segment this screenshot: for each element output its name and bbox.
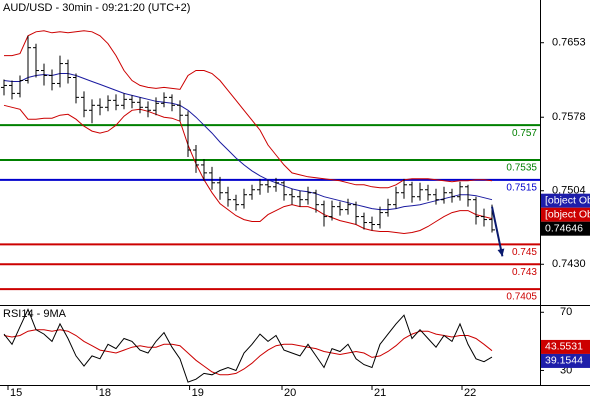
value-tag	[541, 221, 590, 236]
x-tick-label: 18	[99, 387, 111, 399]
level-label: 0.757	[512, 128, 537, 139]
moving-average	[3, 73, 493, 211]
y-tick-label: 0.7504	[552, 185, 586, 197]
value-tag-label: [object Object]	[545, 194, 590, 206]
value-tag	[541, 207, 590, 222]
level-label: 0.7515	[506, 182, 537, 193]
value-tag	[541, 193, 590, 208]
band-upper	[4, 30, 493, 189]
y-tick-label: 0.7578	[552, 111, 586, 123]
indicator-title: RSI14 - 9MA	[3, 308, 67, 320]
level-label: 0.7405	[506, 292, 537, 303]
title-bg	[0, 0, 200, 16]
x-tick-label: 22	[464, 387, 476, 399]
band-lower	[3, 104, 493, 235]
chart-title: AUD/USD - 30min - 09:21:20 (UTC+2)	[3, 2, 190, 14]
value-tag-label: 0.74646	[545, 222, 583, 234]
level-label: 0.743	[512, 267, 537, 278]
x-tick-label: 20	[284, 387, 296, 399]
y-tick-label: 0.7430	[552, 258, 586, 270]
rsi-line	[3, 308, 493, 383]
value-tag-label: 43.5531	[545, 341, 583, 353]
value-tag	[541, 339, 590, 354]
x-tick-label: 21	[374, 387, 386, 399]
plot: 0.7653 0.7578 0.7504 0.7430 15 18 19 20 21 22 0.75…	[0, 30, 590, 399]
x-tick-label: 19	[192, 387, 204, 399]
rsi-tick-label: 70	[560, 306, 572, 318]
x-tick-label: 15	[10, 387, 22, 399]
value-tag-label: 39.1544	[545, 355, 583, 367]
y-tick-label: 0.7653	[552, 37, 586, 49]
value-tag	[541, 353, 590, 368]
level-label: 0.745	[512, 247, 537, 258]
value-tag-label: [object Object]	[545, 208, 590, 220]
level-label: 0.7535	[506, 163, 537, 174]
arrow-head	[497, 248, 505, 257]
forecast-arrow	[491, 206, 504, 257]
